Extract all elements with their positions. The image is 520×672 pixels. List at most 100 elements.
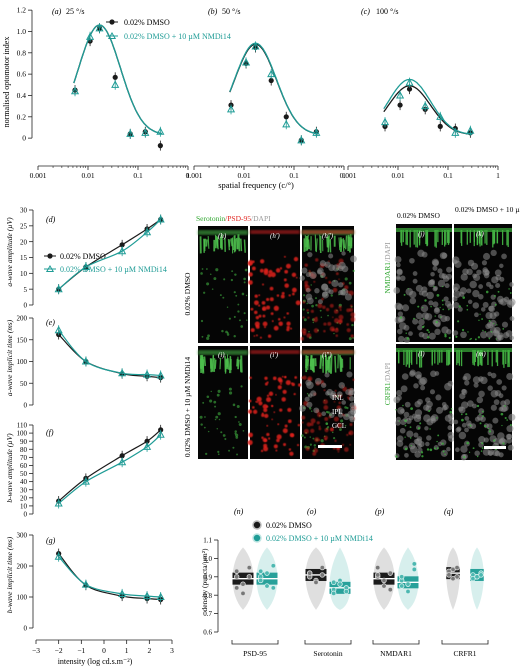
- top-legend: 0.02% DMSO 0.02% DMSO + 10 µM NMDi14: [106, 18, 231, 41]
- micrograph-h1-red-47: [288, 294, 291, 297]
- micrograph-i1-red-45: [281, 375, 284, 378]
- micrograph-m-gspeck-18: [472, 447, 475, 450]
- micrograph-i2-red-69: [301, 376, 304, 379]
- micrograph-m-dapi-68: [455, 447, 460, 453]
- micrograph-h1-red-3: [263, 270, 269, 276]
- micrograph-l-dapi-50: [413, 383, 419, 389]
- micrograph-m-dapi-52: [461, 388, 467, 394]
- density-legend: 0.02% DMSO 0.02% DMSO + 10 µM NMDi14: [252, 520, 373, 543]
- micrograph-l-dapi-5: [396, 389, 403, 397]
- micrograph-i0-speck-15: [220, 431, 223, 434]
- micrograph-k-dapi-69: [503, 296, 510, 302]
- micrograph-i2-speck-15: [303, 436, 306, 439]
- micrograph-j-dapi-27: [403, 324, 410, 331]
- micrograph-k-dapi-5: [486, 331, 493, 338]
- micrograph-i0-speck-2: [236, 405, 240, 409]
- micrograph-h2-dapi-29: [305, 272, 311, 278]
- micrograph-m-dapi-79: [476, 414, 484, 421]
- micrograph-k-dapi-46: [481, 260, 488, 266]
- density-y-ticklabel-3: 0.9: [203, 573, 212, 581]
- erg-point-3-1-3: [142, 591, 152, 600]
- micrograph-l-gspeck-4: [419, 422, 422, 425]
- micrograph-i2-speck-25: [333, 437, 336, 440]
- micrograph-k-gspeck-27: [462, 296, 465, 299]
- micrograph-i2-red-58: [337, 450, 340, 453]
- micrograph-h2-red-9: [338, 314, 344, 320]
- micrograph-h0-speck-14: [234, 273, 237, 276]
- header-dapi: /DAPI: [251, 214, 271, 223]
- micrograph-m-dapi-48: [462, 375, 468, 381]
- micrograph-h1-red-43: [251, 266, 256, 271]
- micrograph-m-dapi-67: [507, 444, 514, 451]
- micrograph-h0-speck-36: [233, 291, 236, 294]
- micrograph-i1-red-53: [284, 376, 287, 379]
- micrograph-h2-red-15: [338, 278, 340, 281]
- erg-y-ticklabel-2-0: 0: [24, 511, 28, 519]
- micrograph-i1-red-20: [261, 436, 264, 439]
- micrograph-l-gspeck-18: [436, 447, 439, 450]
- micrograph-i2-dapi-31: [348, 390, 354, 396]
- erg-y-ticklabel-0-4: 20: [20, 238, 28, 246]
- micrograph-m-dapi-55: [460, 445, 468, 453]
- micrograph-h2-redband: [302, 230, 354, 234]
- micrograph-m-gspeck-15: [476, 455, 479, 458]
- micrograph-i1-red-50: [272, 376, 277, 381]
- micrograph-i0-speck-18: [238, 421, 240, 423]
- micrograph-h0-speck-26: [228, 317, 231, 320]
- micrograph-h2-red-37: [310, 309, 314, 313]
- micrograph-j-gspeck-24: [448, 336, 451, 339]
- panel-f-ylabel: b-wave amplitude (µV): [5, 433, 14, 503]
- micrograph-k-gspeck-18: [461, 328, 465, 332]
- micrograph-i1-red-40: [297, 423, 301, 427]
- micrograph-i0-speck-37: [217, 450, 220, 453]
- micrograph-i0-speck-9: [206, 395, 210, 399]
- micrograph-h2-red-12: [325, 307, 330, 312]
- micrograph-h2-spike-17: [348, 236, 351, 253]
- micrograph-j-dapi-17: [443, 296, 449, 302]
- micro-layer-2: GCL: [332, 422, 346, 430]
- micrograph-k-gspeck-3: [494, 303, 497, 306]
- density-ylabel: density (puncta/µm²): [200, 548, 209, 612]
- micrograph-k-dapi-51: [487, 321, 494, 329]
- micrograph-i2-speck-4: [312, 437, 315, 440]
- micrograph-h1-redband: [250, 230, 300, 234]
- micrograph-i0-speck-38: [209, 399, 213, 403]
- micrograph-m-dapi-69: [478, 408, 485, 415]
- micrograph-j-dapi-61: [444, 315, 451, 322]
- crfr-side-label: CRFR1/DAPI: [383, 362, 392, 405]
- micrograph-m-gspeck-4: [481, 442, 484, 445]
- micrograph-k-dapi-73: [506, 300, 515, 308]
- micrograph-k-gspeck-2: [466, 304, 469, 307]
- left-xlabel: intensity (log cd.s.m⁻²): [58, 657, 133, 666]
- header-sep: /: [225, 214, 228, 223]
- micrograph-i0-spike-11: [236, 358, 239, 367]
- micrograph-l-gspeck-10: [429, 448, 433, 452]
- micrograph-i2-red-26: [346, 433, 349, 437]
- micrograph-j-dapi-55: [432, 259, 439, 267]
- micrograph-h1-red-30: [275, 268, 281, 273]
- erg-x-ticklabel-0: −3: [32, 646, 40, 655]
- micrograph-h1-red-63: [252, 260, 255, 264]
- micrograph-l-gspeck-14: [428, 410, 431, 413]
- micrograph-h0-speck-17: [215, 268, 219, 272]
- micrograph-l-gspeck-1: [404, 447, 408, 451]
- micrograph-i1-red-8: [266, 397, 272, 403]
- micrograph-i0-speck-21: [228, 391, 233, 395]
- micrograph-l-dapi-37: [416, 436, 423, 442]
- micrograph-h2-red-51: [338, 319, 343, 324]
- micrograph-j-dapi-76: [418, 290, 424, 296]
- micrograph-k-dapi-27: [495, 282, 501, 289]
- micrograph-i2-dapi-11: [337, 391, 343, 397]
- micrograph-i2-dapi-23: [304, 396, 310, 402]
- micrograph-m-gspeck-13: [493, 439, 496, 442]
- nmdar-dapi: /DAPI: [383, 242, 392, 262]
- micrograph-l-dapi-72: [396, 435, 404, 443]
- micrograph-h2-spike-0: [338, 237, 341, 251]
- micrograph-h1-red-29: [262, 314, 266, 318]
- micrograph-h2-red-60: [328, 280, 332, 284]
- density-tag-3: (q): [444, 507, 454, 516]
- micrograph-i1-red-9: [277, 385, 282, 390]
- micrograph-m-dapi-10: [461, 422, 467, 428]
- micrograph-i2-red-11: [310, 428, 315, 434]
- micrograph-h2: [299, 226, 357, 343]
